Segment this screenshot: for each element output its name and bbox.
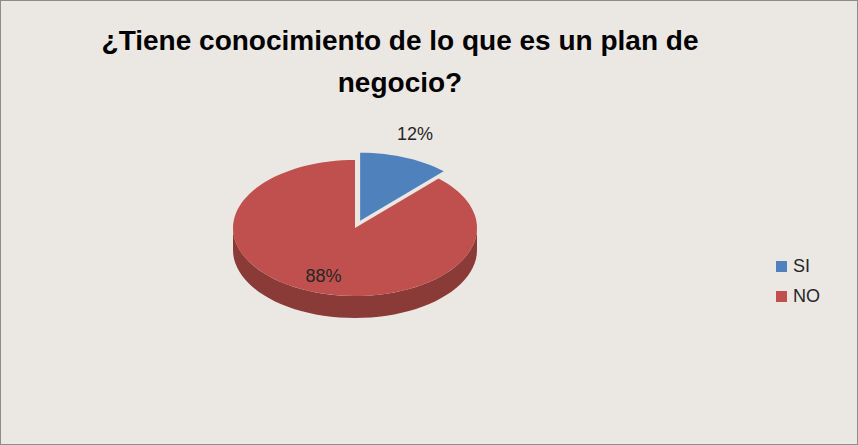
title: ¿Tiene conocimiento de lo que es un plan…: [102, 25, 699, 98]
legend-swatch: [776, 291, 787, 302]
pie: [233, 153, 477, 318]
legend-label: SI: [793, 256, 810, 276]
data-label: 12%: [397, 124, 433, 144]
slice: [233, 160, 477, 296]
legend-swatch: [776, 261, 787, 272]
data-label: 88%: [306, 266, 342, 286]
legend-label: NO: [793, 286, 820, 306]
chart: ¿Tiene conocimiento de lo que es un plan…: [0, 0, 858, 445]
background: [1, 1, 858, 445]
legend: SI NO: [776, 256, 820, 306]
